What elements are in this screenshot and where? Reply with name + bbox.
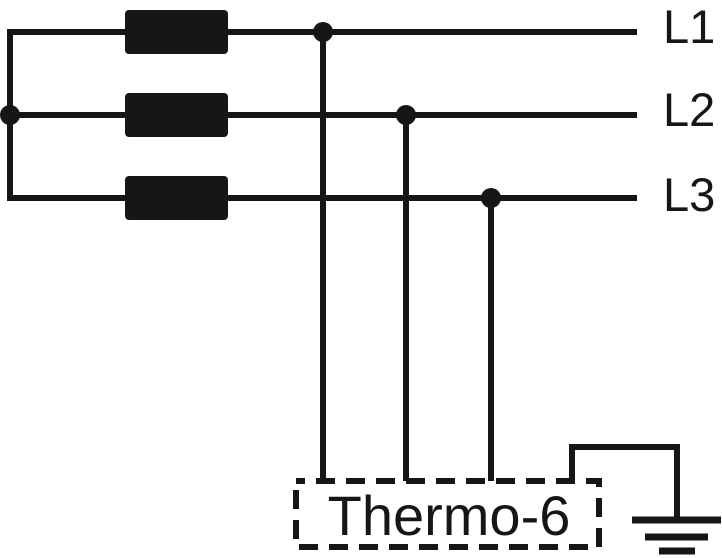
junction-dot-icon-l3: [481, 188, 501, 208]
phase-label-l3: L3: [663, 168, 715, 221]
device-box: [293, 478, 602, 550]
junction-dot-icon-l1: [313, 22, 333, 42]
fuse-icon-l1: [125, 10, 228, 54]
fuse-icon-l3: [125, 176, 228, 220]
earth-ground-icon: [632, 516, 721, 555]
phase-label-l2: L2: [663, 83, 715, 136]
phase-label-l1: L1: [663, 0, 715, 53]
fuse-icon-l2: [125, 93, 228, 137]
junction-dot-icon-bus: [0, 105, 20, 125]
wire-earth: [569, 444, 680, 520]
device-label: Thermo-6: [328, 484, 571, 547]
junction-dot-icon-l2: [396, 105, 416, 125]
